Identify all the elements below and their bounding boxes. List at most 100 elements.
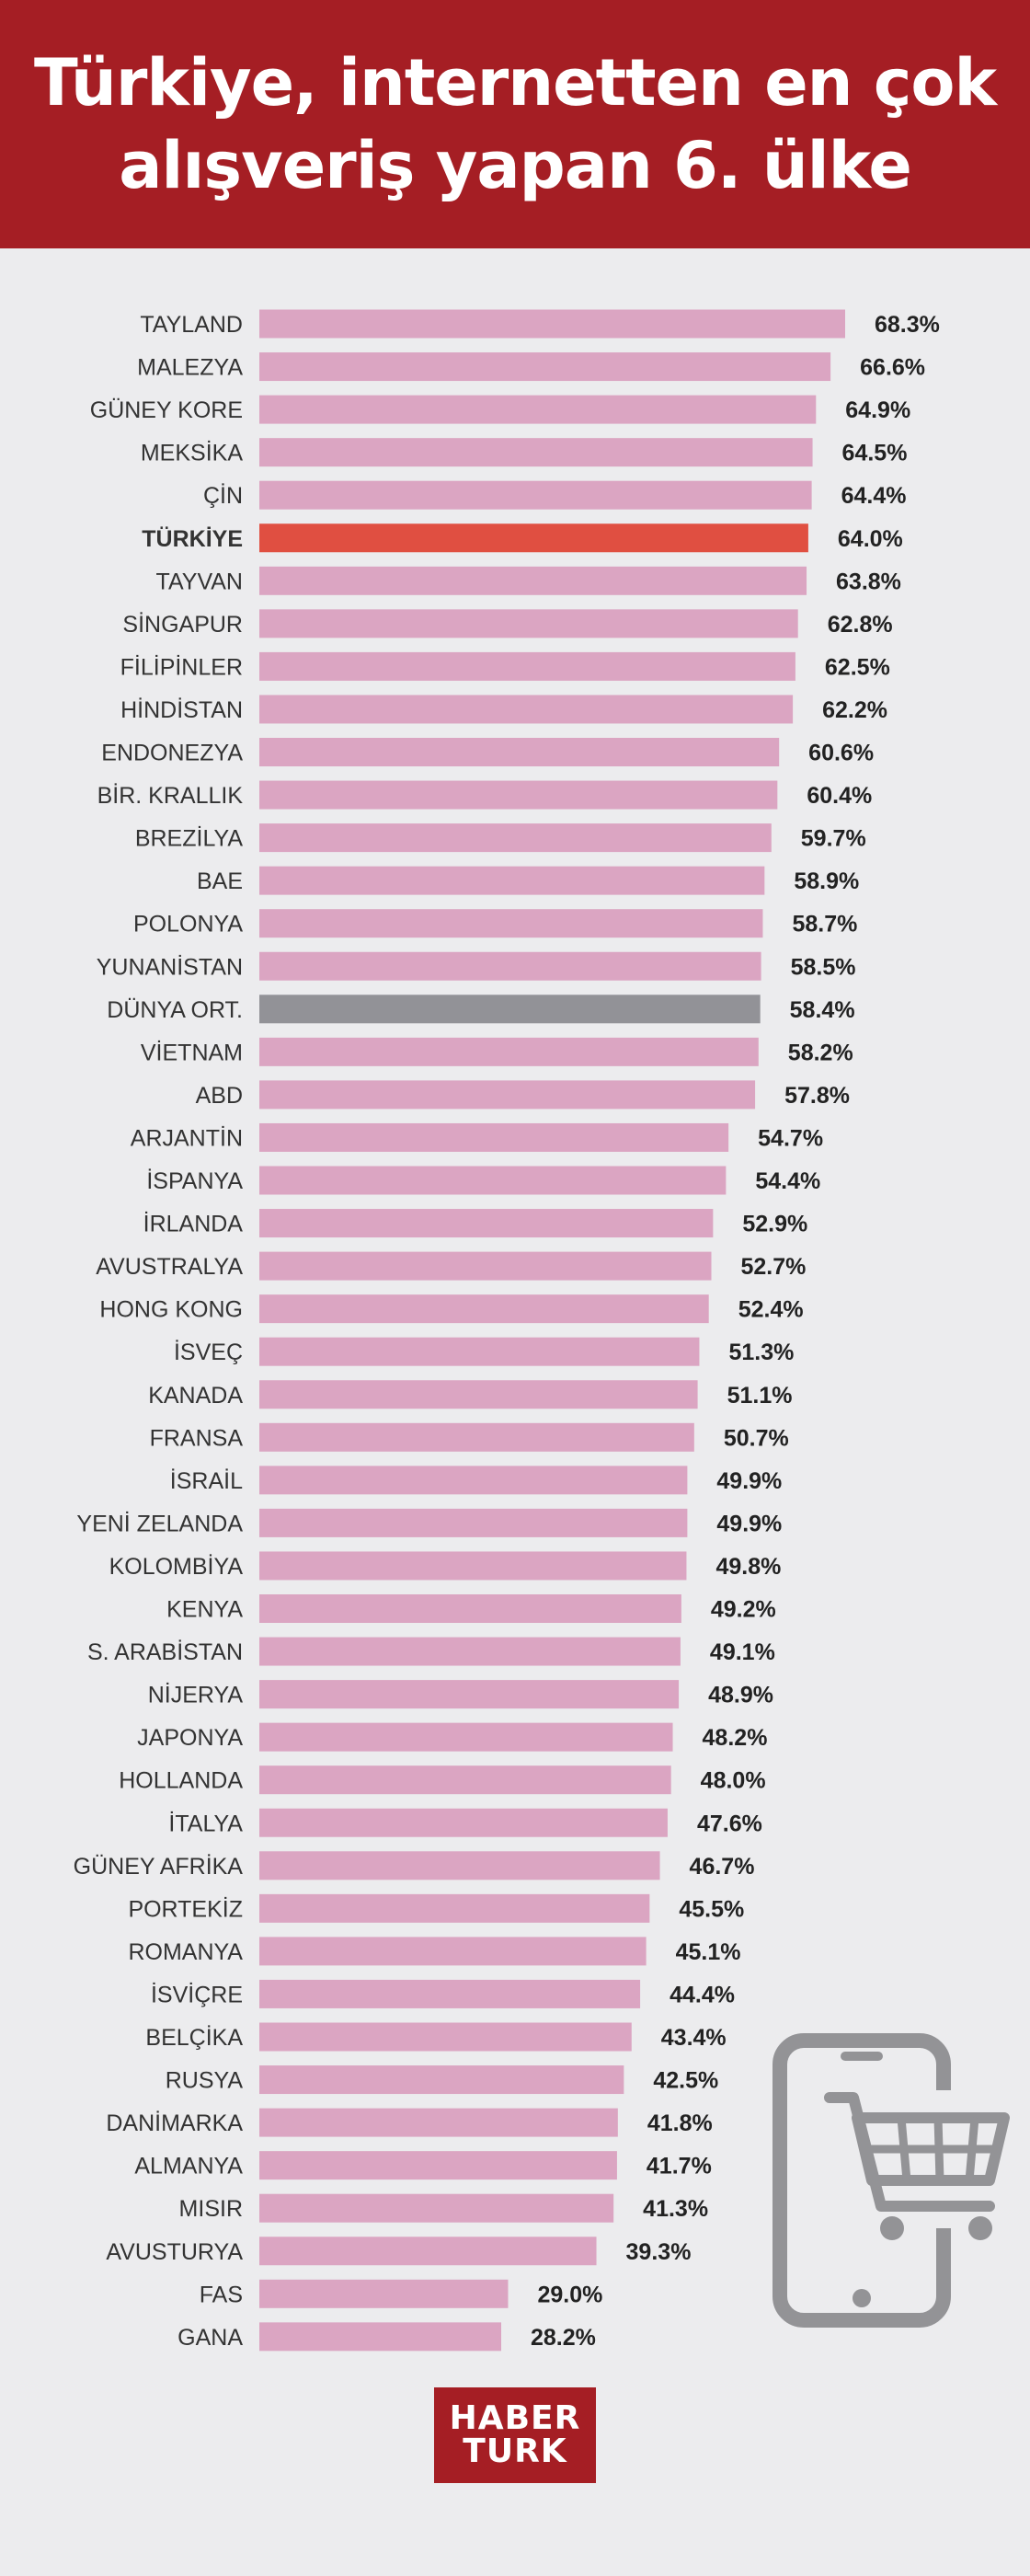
title-line-2: alışveriş yapan 6. ülke [119, 128, 912, 203]
category-label: GÜNEY KORE [90, 397, 243, 423]
category-label: YUNANİSTAN [97, 953, 243, 980]
bar [259, 2022, 632, 2052]
value-label: 66.6% [860, 355, 925, 381]
bar [259, 2237, 597, 2266]
value-label: 49.2% [711, 1597, 776, 1623]
value-label: 46.7% [690, 1854, 755, 1880]
haberturk-logo: HABER TURK [434, 2387, 596, 2483]
bar [259, 352, 831, 382]
value-label: 41.3% [643, 2196, 708, 2222]
value-label: 64.4% [841, 483, 907, 509]
value-label: 52.7% [741, 1254, 807, 1280]
category-label: KOLOMBİYA [109, 1553, 244, 1580]
value-label: 62.2% [822, 697, 887, 723]
bar [259, 909, 763, 938]
category-label: TAYVAN [156, 569, 243, 594]
value-label: 62.8% [828, 612, 893, 638]
bar [259, 1251, 712, 1281]
bar [259, 395, 817, 424]
bar [259, 1294, 709, 1324]
category-label: ALMANYA [134, 2154, 243, 2179]
category-label: RUSYA [166, 2068, 244, 2094]
value-label: 52.4% [738, 1297, 804, 1323]
category-label: İSVEÇ [174, 1339, 243, 1365]
value-label: 58.7% [792, 912, 857, 937]
category-label: ÇİN [203, 482, 243, 509]
category-label: DANİMARKA [106, 2110, 243, 2136]
category-label: MISIR [179, 2196, 243, 2222]
category-label: POLONYA [133, 912, 243, 937]
bar [259, 1166, 727, 1195]
bar [259, 1551, 687, 1581]
bar [259, 566, 807, 595]
value-label: 57.8% [784, 1083, 850, 1109]
category-label: İTALYA [168, 1810, 243, 1836]
bar [259, 1080, 756, 1110]
category-label: KENYA [166, 1597, 243, 1623]
value-label: 47.6% [697, 1811, 762, 1836]
value-label: 58.4% [790, 997, 855, 1023]
category-label: ABD [196, 1083, 243, 1109]
category-label: JAPONYA [137, 1725, 243, 1751]
value-label: 51.1% [727, 1383, 793, 1409]
value-label: 58.2% [788, 1040, 853, 1065]
bar [259, 1209, 714, 1238]
value-label: 49.9% [716, 1511, 782, 1536]
bar [259, 1680, 680, 1709]
category-label: İSVİÇRE [151, 1981, 243, 2007]
bar [259, 438, 813, 467]
category-label: ENDONEZYA [101, 741, 243, 766]
value-label: 58.9% [794, 868, 859, 894]
logo-line-2: TURK [463, 2432, 567, 2470]
value-label: 28.2% [531, 2325, 596, 2351]
bar [259, 1466, 688, 1495]
title-line-1: Türkiye, internetten en çok [33, 45, 997, 121]
bar [259, 2322, 502, 2352]
bar [259, 1508, 688, 1537]
category-label: BREZİLYA [135, 825, 243, 852]
value-label: 45.1% [676, 1939, 741, 1965]
bar [259, 1851, 660, 1880]
category-label: SİNGAPUR [122, 611, 243, 638]
category-label: ARJANTİN [131, 1124, 243, 1151]
category-label: AVUSTRALYA [96, 1254, 243, 1280]
bar [259, 2108, 618, 2137]
bar [259, 1337, 700, 1366]
category-label: FRANSA [150, 1425, 244, 1451]
smartphone-shopping-cart-icon [772, 2033, 1012, 2328]
category-label: MALEZYA [137, 355, 243, 381]
value-label: 50.7% [724, 1425, 789, 1451]
bar [259, 309, 845, 339]
category-label: TAYLAND [140, 312, 243, 338]
bar [259, 1122, 729, 1152]
category-label: GANA [177, 2325, 243, 2351]
value-label: 51.3% [728, 1340, 794, 1365]
bar [259, 1808, 668, 1837]
category-label: ROMANYA [128, 1939, 243, 1965]
category-label: BAE [197, 868, 243, 894]
value-label: 60.6% [808, 741, 874, 766]
bar [259, 1937, 647, 1966]
bar [259, 2065, 624, 2095]
category-label: İRLANDA [143, 1211, 244, 1237]
bar [259, 609, 798, 638]
bar [259, 1037, 759, 1066]
title-banner: Türkiye, internetten en çok alışveriş ya… [0, 0, 1030, 248]
category-label: HONG KONG [99, 1297, 243, 1323]
bar [259, 866, 765, 895]
category-label: HOLLANDA [119, 1768, 243, 1794]
bar [259, 1637, 681, 1666]
value-label: 42.5% [653, 2068, 718, 2094]
value-label: 48.9% [708, 1683, 773, 1708]
value-label: 44.4% [670, 1982, 735, 2007]
bar [259, 1722, 673, 1752]
value-label: 52.9% [742, 1212, 807, 1237]
value-label: 48.2% [703, 1725, 768, 1751]
bar [259, 1893, 650, 1923]
category-label: İSRAİL [170, 1467, 243, 1494]
bar [259, 651, 795, 681]
value-label: 63.8% [836, 569, 901, 594]
category-label: FİLİPİNLER [120, 653, 243, 680]
value-label: 64.9% [845, 397, 910, 423]
category-label: FAS [200, 2282, 243, 2307]
